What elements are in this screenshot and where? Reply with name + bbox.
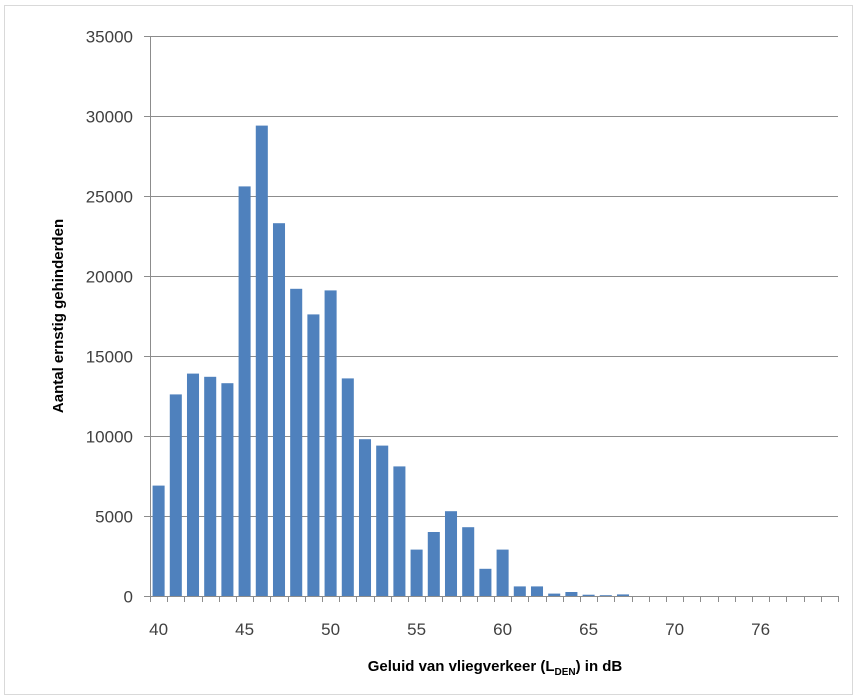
bar bbox=[427, 532, 440, 596]
bar bbox=[530, 586, 544, 596]
y-tick-label: 25000 bbox=[86, 188, 133, 207]
bar bbox=[152, 485, 165, 596]
x-tick-label: 50 bbox=[321, 620, 340, 639]
x-tick-label: 60 bbox=[493, 620, 512, 639]
bar bbox=[324, 290, 337, 596]
bar bbox=[565, 592, 578, 596]
bar bbox=[393, 466, 406, 596]
bar bbox=[582, 594, 595, 596]
bar bbox=[548, 593, 561, 596]
y-tick-labels: 0 5000 10000 15000 20000 25000 30000 35000 bbox=[86, 28, 133, 607]
bar bbox=[462, 527, 475, 596]
bar bbox=[616, 594, 630, 596]
bar bbox=[479, 568, 492, 596]
y-tick-label: 20000 bbox=[86, 268, 133, 287]
bar bbox=[290, 288, 303, 596]
bar bbox=[513, 586, 526, 596]
bar bbox=[186, 373, 200, 596]
bar bbox=[410, 549, 423, 596]
y-tick-label: 0 bbox=[124, 588, 133, 607]
bar bbox=[169, 394, 182, 596]
bar bbox=[444, 511, 458, 596]
bar bbox=[272, 223, 286, 596]
y-tick-label: 35000 bbox=[86, 28, 133, 47]
bar bbox=[221, 383, 234, 596]
bar bbox=[599, 595, 612, 596]
bar bbox=[376, 445, 389, 596]
axes bbox=[144, 36, 839, 602]
bars bbox=[152, 125, 630, 596]
x-axis-title-subscript: DEN bbox=[554, 667, 575, 678]
x-tick-label: 76 bbox=[751, 620, 770, 639]
bar bbox=[358, 439, 372, 596]
y-tick-label: 15000 bbox=[86, 348, 133, 367]
y-tick-label: 30000 bbox=[86, 108, 133, 127]
x-axis-title-tail: ) in dB bbox=[576, 658, 623, 675]
x-axis-title: Geluid van vliegverkeer (LDEN) in dB bbox=[368, 658, 623, 678]
y-tick-label: 5000 bbox=[95, 508, 133, 527]
y-tick-label: 10000 bbox=[86, 428, 133, 447]
bar bbox=[238, 186, 251, 596]
x-tick-label: 40 bbox=[149, 620, 168, 639]
bar bbox=[496, 549, 509, 596]
x-tick-label: 45 bbox=[235, 620, 254, 639]
bar bbox=[341, 378, 354, 596]
bar bbox=[204, 376, 217, 596]
x-tick-label: 65 bbox=[579, 620, 598, 639]
x-axis-title-main: Geluid van vliegverkeer (L bbox=[368, 658, 555, 675]
x-tick-labels: 40 45 50 55 60 65 70 76 bbox=[149, 620, 770, 639]
gridlines bbox=[150, 36, 838, 517]
bar bbox=[307, 314, 320, 596]
bar bbox=[255, 125, 268, 596]
x-tick-label: 70 bbox=[665, 620, 684, 639]
x-tick-label: 55 bbox=[407, 620, 426, 639]
y-axis-title: Aantal ernstig gehinderden bbox=[50, 219, 67, 413]
